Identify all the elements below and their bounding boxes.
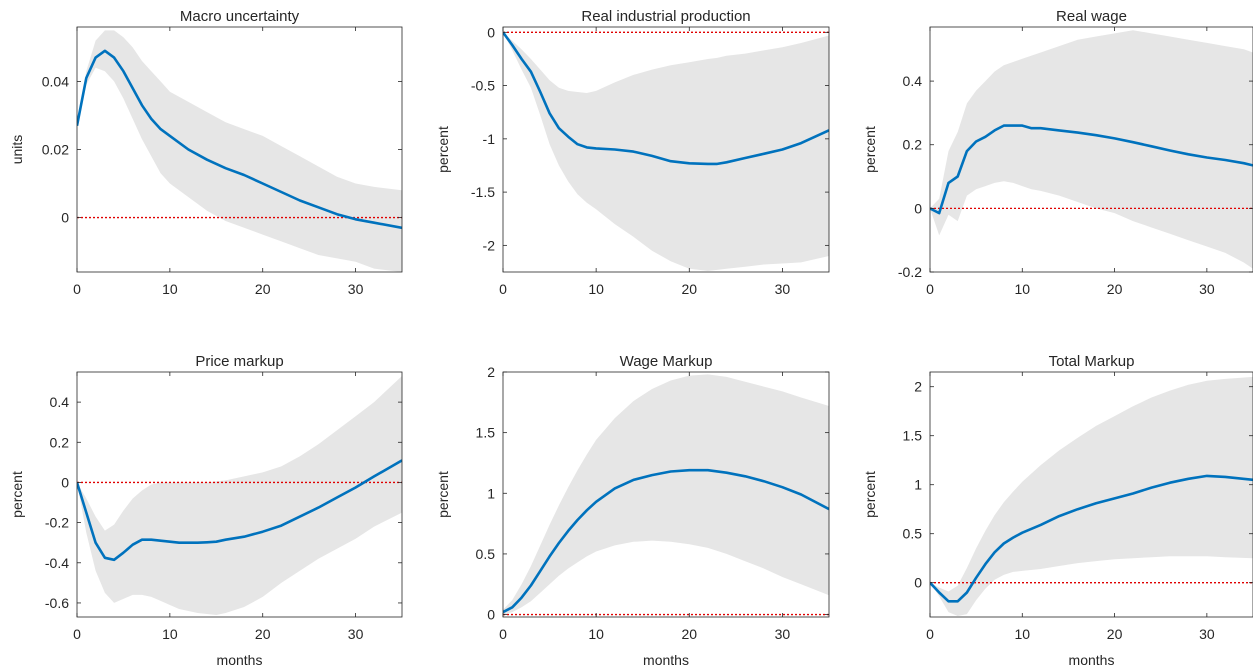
x-tick-label: 30: [348, 626, 364, 642]
y-tick-label: 1.5: [903, 428, 923, 444]
y-tick-label: 0.4: [50, 394, 70, 410]
y-axis-label: percent: [862, 471, 878, 518]
x-tick-label: 20: [681, 281, 697, 297]
y-tick-label: -2: [483, 237, 496, 253]
panel-total-markup: Total Markup percent months 0 10 20 30 0 0.5 1…: [862, 353, 1253, 668]
y-tick-label: 0.4: [903, 73, 923, 89]
plot-area: [503, 31, 829, 271]
panel-title: Total Markup: [1049, 353, 1135, 370]
y-tick-label: -1.5: [471, 184, 495, 200]
confidence-band: [503, 374, 829, 615]
confidence-band: [77, 30, 402, 272]
y-tick-label: 0.5: [903, 526, 923, 542]
panel-macro-uncertainty: Macro uncertainty units 0 10 20 30 0 0.02 0.04: [9, 8, 403, 297]
x-tick-label: 30: [348, 281, 364, 297]
x-tick-label: 0: [499, 626, 507, 642]
response-line: [77, 49, 402, 230]
y-axis-label: percent: [435, 471, 451, 518]
y-tick-label: 2: [487, 364, 495, 380]
y-tick-label: 0: [61, 474, 69, 490]
plot-area: [503, 374, 829, 616]
axes-frame: [502, 26, 830, 273]
x-tick-label: 0: [73, 281, 81, 297]
axes-frame: [929, 371, 1253, 618]
x-tick-label: 30: [775, 281, 791, 297]
y-tick-label: -0.4: [45, 555, 69, 571]
y-tick-label: 0.5: [476, 546, 496, 562]
confidence-band: [503, 32, 829, 271]
panel-title: Wage Markup: [620, 353, 713, 370]
y-axis-label: units: [9, 135, 25, 165]
panel-title: Real industrial production: [581, 8, 750, 25]
y-tick-label: 1: [914, 477, 922, 493]
y-tick-label: 1: [487, 485, 495, 501]
y-tick-label: 0: [914, 200, 922, 216]
x-tick-label: 0: [499, 281, 507, 297]
y-axis-label: percent: [9, 471, 25, 518]
confidence-band: [930, 30, 1253, 269]
plot-area: [77, 30, 402, 272]
x-tick-label: 20: [681, 626, 697, 642]
response-line: [77, 459, 402, 562]
x-tick-label: 0: [926, 281, 934, 297]
confidence-band: [930, 376, 1253, 616]
x-tick-label: 20: [255, 281, 271, 297]
y-tick-label: 0.04: [42, 73, 69, 89]
y-tick-label: 0.02: [42, 142, 69, 158]
x-tick-label: 30: [1199, 626, 1215, 642]
panel-title: Price markup: [195, 353, 283, 370]
panel-real-industrial-production: Real industrial production percent 0 10 20…: [435, 8, 830, 297]
x-tick-label: 10: [162, 281, 178, 297]
x-tick-label: 10: [162, 626, 178, 642]
y-tick-label: 0: [487, 24, 495, 40]
plot-area: [930, 376, 1253, 616]
plot-area: [930, 30, 1253, 269]
x-axis-label: months: [217, 652, 263, 668]
y-tick-label: 0: [914, 575, 922, 591]
x-tick-label: 0: [73, 626, 81, 642]
x-axis-label: months: [643, 652, 689, 668]
x-tick-label: 20: [1107, 281, 1123, 297]
confidence-band: [77, 376, 402, 615]
y-axis-label: percent: [435, 126, 451, 173]
x-tick-label: 0: [926, 626, 934, 642]
panel-title: Real wage: [1056, 8, 1127, 25]
panel-title: Macro uncertainty: [180, 8, 300, 25]
y-tick-label: -0.2: [45, 515, 69, 531]
y-tick-label: 1.5: [476, 425, 496, 441]
x-axis-label: months: [1069, 652, 1115, 668]
panel-wage-markup: Wage Markup percent months 0 10 20 30 0 0.5 1 1…: [435, 353, 830, 668]
x-tick-label: 20: [255, 626, 271, 642]
x-tick-label: 30: [1199, 281, 1215, 297]
y-tick-label: -0.6: [45, 595, 69, 611]
y-tick-label: 2: [914, 379, 922, 395]
panel-price-markup: Price markup percent months 0 10 20 30 0.4 0.…: [9, 353, 403, 668]
x-tick-label: 10: [588, 626, 604, 642]
response-line: [503, 468, 829, 614]
y-tick-label: -0.2: [898, 264, 922, 280]
y-tick-label: 0: [61, 210, 69, 226]
axes-frame: [502, 371, 830, 618]
y-tick-label: -0.5: [471, 78, 495, 94]
x-tick-label: 20: [1107, 626, 1123, 642]
response-line: [503, 31, 829, 166]
y-tick-label: 0.2: [50, 434, 70, 450]
x-tick-label: 10: [1014, 626, 1030, 642]
axes-frame: [76, 371, 403, 618]
response-line: [930, 124, 1253, 215]
x-tick-label: 10: [588, 281, 604, 297]
y-tick-label: 0: [487, 607, 495, 623]
y-tick-label: 0.2: [903, 137, 923, 153]
axes-frame: [929, 26, 1253, 273]
y-tick-label: -1: [483, 131, 496, 147]
panel-real-wage: Real wage percent 0 10 20 30-0.200.20.4: [862, 8, 1253, 297]
y-axis-label: percent: [862, 126, 878, 173]
plot-area: [77, 376, 402, 615]
x-tick-label: 30: [775, 626, 791, 642]
response-line: [930, 474, 1253, 603]
x-tick-label: 10: [1014, 281, 1030, 297]
